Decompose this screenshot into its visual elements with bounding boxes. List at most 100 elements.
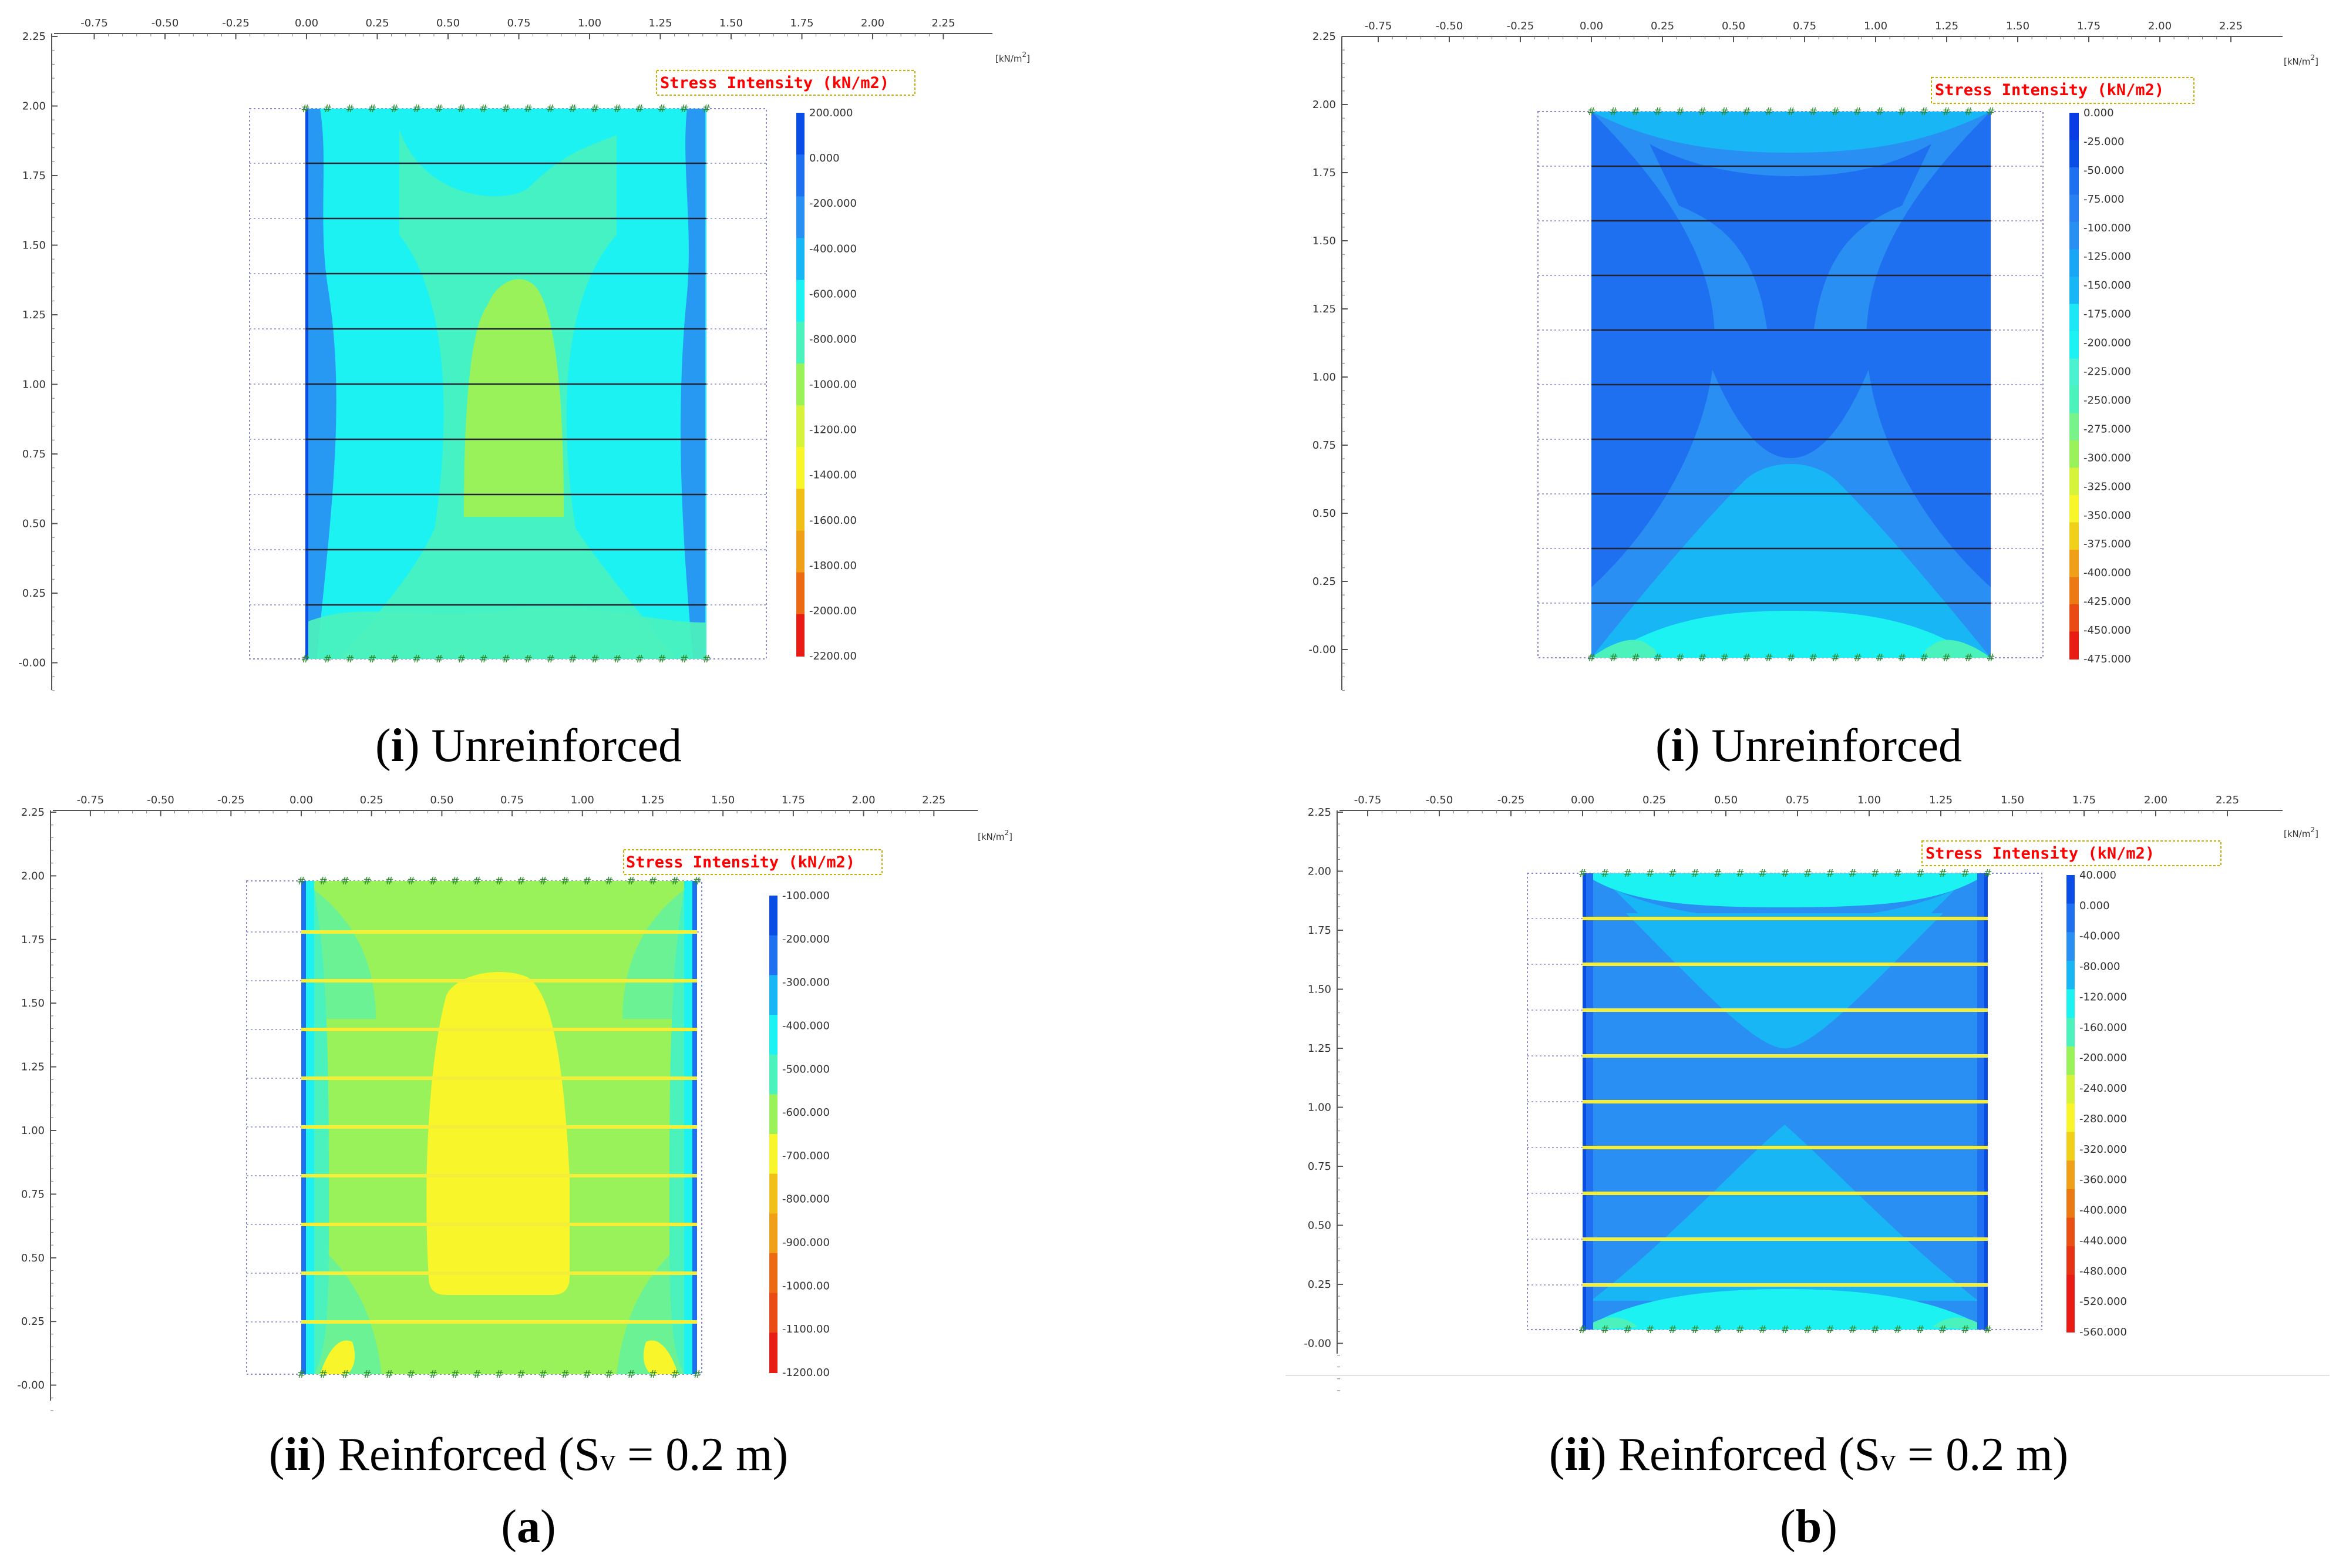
legend-swatch	[2069, 113, 2079, 141]
axes: -0.75 -0.50 -0.25 0.00 0.25 0.50 0.75 1.00 1.25 1…	[17, 796, 1012, 1411]
legend-label: -600.000	[809, 288, 857, 300]
reinforcement-layers	[301, 930, 697, 1324]
y-tick-label: 1.25	[1312, 303, 1336, 315]
support-marker: #	[1961, 867, 1970, 880]
support-marker: #	[1765, 106, 1773, 118]
color-legend: 0.000 -25.000 -50.000 -75.000 -100.000 -125.0…	[2069, 107, 2131, 665]
x-tick-label: 0.25	[365, 17, 389, 29]
support-marker: #	[635, 653, 644, 665]
legend-swatch	[769, 1134, 777, 1175]
support-marker: #	[1809, 652, 1817, 664]
legend-swatch	[796, 489, 805, 531]
legend-label: -350.000	[2083, 509, 2131, 521]
legend-swatch	[2066, 1018, 2075, 1047]
legend-title: Stress Intensity (kN/m2)	[1935, 81, 2164, 99]
legend-label: -560.000	[2079, 1326, 2127, 1338]
support-marker: #	[524, 103, 533, 115]
legend-label: -600.000	[782, 1106, 830, 1119]
legend-swatch	[2069, 358, 2079, 386]
support-marker: #	[494, 875, 503, 887]
support-marker: #	[1853, 106, 1862, 118]
legend-label: 0.000	[2079, 900, 2110, 912]
legend-label: -100.000	[2083, 222, 2131, 234]
support-marker: #	[561, 1368, 570, 1381]
x-tick-label: 1.00	[1864, 20, 1887, 32]
caption-text: Reinforced (S	[1606, 1429, 1881, 1480]
y-tick-label: 0.25	[1308, 1278, 1331, 1291]
y-tick-label: 2.00	[22, 100, 46, 113]
legend-swatch	[769, 1293, 777, 1334]
support-marker: #	[319, 1368, 328, 1381]
legend-swatch	[2069, 522, 2079, 550]
caption-subscript: v	[1880, 1443, 1896, 1477]
support-marker: #	[649, 1368, 658, 1381]
x-tick-label: 0.75	[1793, 20, 1816, 32]
panel-b-i: -0.75 -0.50 -0.25 0.00 0.25 0.50 0.75 1.00 1.25 1…	[1308, 20, 2318, 691]
support-marker: #	[451, 1368, 460, 1381]
support-marker: #	[1623, 867, 1632, 880]
support-marker: #	[1736, 1324, 1745, 1336]
boundary-supports: # # # # # # # # # # # # # # # # # # # # # # # # # # # # # # # # # # # # # #	[301, 103, 711, 665]
x-tick-label: 1.75	[2077, 20, 2101, 32]
y-tick-label: 1.25	[22, 309, 46, 321]
support-marker: #	[627, 1368, 635, 1381]
legend-label: -250.000	[2083, 394, 2131, 406]
legend-swatch	[2069, 222, 2079, 250]
boundary-supports: # # # # # # # # # # # # # # # # # # # # # # # # # # # # # # # # # # # # # #	[1587, 106, 1995, 664]
support-marker: #	[1713, 867, 1722, 880]
support-marker: #	[407, 875, 416, 887]
legend-swatch	[2066, 1217, 2075, 1247]
support-marker: #	[1803, 867, 1812, 880]
support-marker: #	[1916, 1324, 1924, 1336]
x-tick-label: 0.00	[295, 17, 318, 29]
support-marker: #	[613, 103, 622, 115]
legend-swatch	[2069, 386, 2079, 414]
y-tick-label: 1.50	[21, 997, 45, 1010]
legend-swatch	[796, 321, 805, 364]
legend-title-box: Stress Intensity (kN/m2)	[623, 849, 883, 875]
y-tick-label: 0.25	[1312, 576, 1336, 588]
x-tick-label: -0.50	[152, 17, 179, 29]
support-marker: #	[692, 875, 701, 887]
caption-a-ii: (ii) Reinforced (Sv = 0.2 m)	[268, 1429, 789, 1480]
x-tick-label: -0.50	[1436, 20, 1463, 32]
x-tick-label: 1.50	[719, 17, 743, 29]
support-marker: #	[429, 1368, 437, 1381]
support-marker: #	[1809, 106, 1817, 118]
legend-swatch	[769, 1213, 777, 1254]
caption-tail: = 0.2 m)	[1896, 1429, 2069, 1480]
legend-swatch	[2066, 1075, 2075, 1104]
x-tick-label: 0.25	[360, 796, 383, 806]
support-marker: #	[613, 653, 622, 665]
legend-swatch	[796, 405, 805, 448]
caption-number: ii	[1564, 1429, 1591, 1480]
support-marker: #	[345, 653, 354, 665]
x-tick-label: 2.25	[922, 796, 945, 806]
y-tick-label: 1.75	[21, 934, 45, 946]
support-marker: #	[1964, 652, 1973, 664]
legend-label: -1400.00	[809, 469, 857, 482]
x-tick-label: -0.50	[147, 796, 174, 806]
legend-swatch	[2069, 331, 2079, 359]
x-tick-label: 1.00	[571, 796, 594, 806]
support-marker: #	[1897, 106, 1906, 118]
axes: -0.75 -0.50 -0.25 0.00 0.25 0.50 0.75 1.00 1.25 1…	[1285, 796, 2330, 1391]
support-marker: #	[345, 103, 354, 115]
support-marker: #	[1609, 652, 1618, 664]
support-marker: #	[702, 103, 711, 115]
legend-label: -225.000	[2083, 366, 2131, 378]
support-marker: #	[1942, 106, 1951, 118]
legend-swatch	[2069, 277, 2079, 305]
caption-subscript: v	[600, 1443, 616, 1477]
x-tick-label: -0.25	[1497, 796, 1525, 806]
y-tick-label: 1.75	[1308, 924, 1331, 937]
legend-label: -325.000	[2083, 480, 2131, 493]
color-legend: -100.000 -200.000 -300.000 -400.000 -500.000…	[769, 890, 830, 1379]
x-tick-label: -0.75	[1365, 20, 1392, 32]
legend-label: -240.000	[2079, 1082, 2127, 1095]
y-tick-label: 2.25	[22, 31, 46, 43]
support-marker: #	[1961, 1324, 1970, 1336]
legend-swatch	[2066, 1274, 2075, 1304]
legend-label: 0.000	[2083, 107, 2114, 119]
x-tick-label: 1.00	[1857, 796, 1881, 806]
